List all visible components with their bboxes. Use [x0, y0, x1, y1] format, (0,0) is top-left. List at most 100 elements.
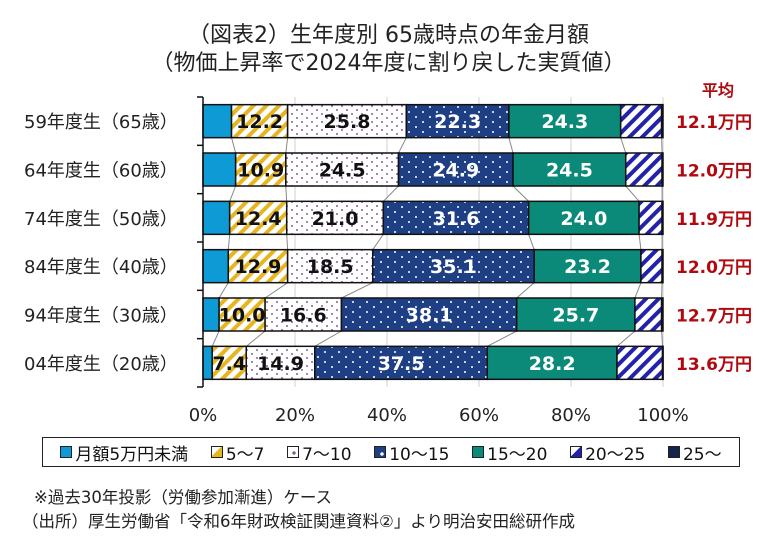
bar-segment — [661, 248, 664, 284]
legend-label: 20～25 — [585, 444, 646, 465]
series-connector-line — [661, 330, 664, 347]
legend-label: 10～15 — [389, 444, 450, 465]
bar-segment — [661, 200, 664, 236]
legend-label: 15～20 — [487, 444, 548, 465]
bars — [202, 103, 664, 381]
average-value: 12.7万円 — [676, 307, 752, 327]
legend-item: 15～20 — [472, 440, 547, 465]
series-connector-line — [516, 282, 535, 299]
bar-segment — [660, 297, 664, 332]
data-label: 24.5 — [546, 160, 593, 182]
x-tick-label: 100% — [637, 405, 688, 426]
series-connector-line — [341, 282, 373, 299]
data-label: 24.5 — [319, 160, 366, 182]
legend-item: 25～ — [667, 440, 722, 465]
legend-label: 月額5万円未満 — [75, 444, 189, 465]
data-label: 12.9 — [235, 256, 282, 278]
series-connector-line — [638, 234, 642, 250]
series-connector-line — [487, 330, 517, 347]
data-label: 14.9 — [257, 353, 304, 375]
x-tick-label: 20% — [275, 405, 315, 426]
legend-swatch-icon — [472, 446, 485, 458]
bar-segment — [397, 152, 514, 187]
data-label: 12.4 — [235, 208, 282, 230]
bar-segment — [405, 103, 510, 139]
series-connector-line — [508, 137, 514, 154]
data-label: 24.0 — [560, 208, 607, 230]
bar-segment — [660, 103, 664, 139]
labels: 12.2 25.8 22.3 24.3 59年度生（65歳） 12.1万円 10.9 24.5… — [24, 81, 752, 375]
legend-swatch-icon — [374, 446, 387, 458]
bar-segment — [512, 152, 627, 187]
bar-segment — [202, 297, 220, 332]
series-connector-line — [286, 234, 289, 250]
series-connector-line — [245, 330, 266, 347]
legend-item: 月額5万円未満 — [60, 440, 188, 465]
data-label: 25.7 — [552, 305, 599, 327]
series-connector-line — [229, 185, 237, 202]
bar-segment — [371, 248, 535, 284]
bar-segment — [486, 345, 618, 381]
legend-swatch-icon — [210, 446, 223, 458]
average-header: 平均 — [702, 81, 734, 100]
data-label: 23.2 — [564, 256, 611, 278]
average-value: 12.1万円 — [676, 113, 752, 133]
legend-item: 5～7 — [210, 440, 264, 465]
average-value: 11.9万円 — [676, 210, 752, 230]
legend: 月額5万円未満 5～7 7～10 10～15 15～20 20～25 25～ — [42, 437, 740, 467]
legend-label: 25～ — [682, 444, 722, 465]
x-tick-label: 0% — [189, 405, 218, 426]
data-label: 10.9 — [237, 160, 284, 182]
bar-segment — [230, 103, 289, 139]
footnote-case: ※過去30年投影（労働参加漸進）ケース — [34, 488, 332, 507]
series-connector-line — [398, 137, 407, 154]
data-label: 16.6 — [280, 305, 327, 327]
data-label: 7.4 — [212, 353, 246, 375]
bar-segment — [202, 152, 237, 187]
series-connector-line — [314, 330, 342, 347]
bar-segment — [661, 345, 664, 381]
series-connector-line — [528, 234, 535, 250]
series-connector-line — [285, 185, 288, 202]
x-tick-label: 40% — [367, 405, 407, 426]
bar-segment — [202, 200, 231, 236]
category-label: 94年度生（30歳） — [24, 306, 178, 327]
series-connector-line — [227, 234, 231, 250]
stacked-bar-chart: 0% 20% 40% 60% 80% 100% 12.2 25.8 22.3 24.3 59年度生… — [24, 81, 752, 426]
bar-segment — [640, 248, 663, 284]
x-tick-label: 80% — [551, 405, 591, 426]
data-label: 12.2 — [236, 111, 283, 133]
average-value: 12.0万円 — [676, 162, 752, 182]
chart-title: （図表2）生年度別 65歳時点の年金月額 — [188, 23, 589, 48]
bar-segment — [382, 200, 530, 236]
bar-segment — [624, 152, 663, 187]
bar-segment — [227, 248, 289, 284]
data-label: 24.9 — [432, 160, 479, 182]
legend-label: 7～10 — [302, 444, 352, 465]
series-connector-line — [372, 234, 384, 250]
data-label: 25.8 — [324, 111, 371, 133]
category-label: 04年度生（20歳） — [24, 354, 178, 375]
series-connector-line — [625, 185, 640, 202]
category-label: 74年度生（50歳） — [24, 209, 178, 230]
legend-swatch-icon — [667, 446, 680, 458]
x-tick-label: 60% — [459, 405, 499, 426]
bar-segment — [211, 345, 247, 381]
series-connector-line — [285, 137, 289, 154]
series-connector-line — [231, 137, 237, 154]
series-lines — [211, 137, 664, 347]
series-connector-line — [382, 185, 399, 202]
data-label: 10.0 — [219, 305, 266, 327]
data-label: 18.5 — [307, 256, 354, 278]
category-label: 59年度生（65歳） — [24, 112, 178, 133]
bar-segment — [634, 297, 663, 332]
series-connector-line — [616, 330, 636, 347]
series-connector-line — [634, 282, 642, 299]
data-label: 31.6 — [433, 208, 480, 230]
axes: 0% 20% 40% 60% 80% 100% — [189, 96, 689, 426]
legend-swatch-icon — [570, 446, 583, 458]
bar-segment — [527, 200, 640, 236]
bar-segment — [314, 345, 489, 381]
series-connector-line — [264, 282, 288, 299]
series-connector-line — [218, 282, 229, 299]
